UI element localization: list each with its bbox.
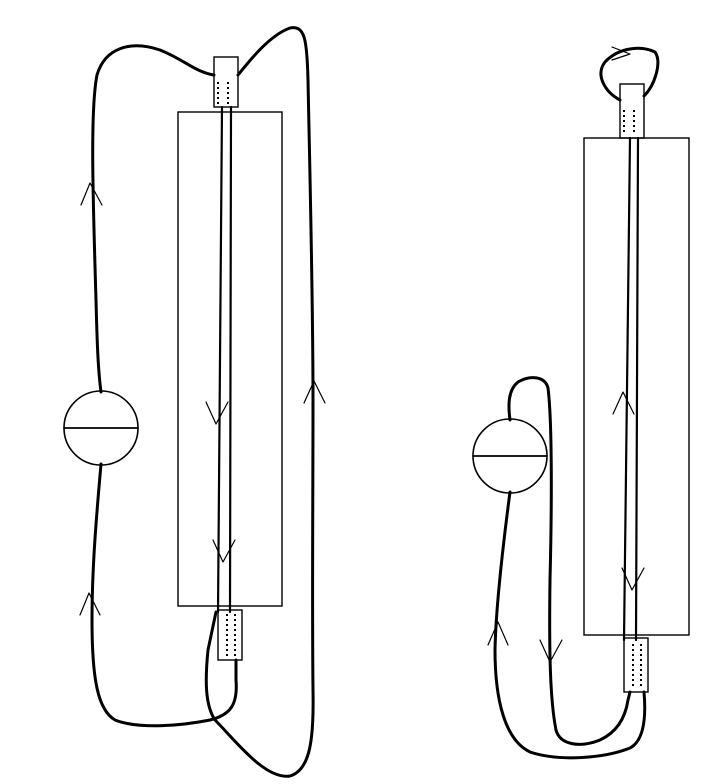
right-top-loop bbox=[599, 46, 660, 102]
right-circuit bbox=[472, 46, 690, 760]
chevron-arrow-icon bbox=[539, 639, 563, 663]
left-inner-rod-2 bbox=[228, 105, 233, 614]
chevron-arrow-icon bbox=[212, 539, 236, 563]
right-bottom-cylinder bbox=[623, 637, 649, 693]
right-loop-wire-lower bbox=[493, 490, 647, 760]
right-inner-rod-1 bbox=[622, 136, 632, 642]
right-top-cylinder bbox=[619, 83, 645, 139]
left-loop-wire-right bbox=[204, 26, 315, 778]
left-circuit bbox=[63, 26, 326, 778]
chevron-arrow-icon bbox=[205, 401, 229, 425]
chevron-arrow-icon bbox=[487, 621, 509, 646]
right-loop-wire-upper bbox=[507, 376, 632, 746]
left-loop-wire-lower bbox=[90, 462, 238, 728]
left-loop-wire-left bbox=[91, 44, 216, 394]
left-top-cylinder bbox=[213, 56, 239, 108]
left-meter bbox=[63, 390, 139, 466]
chevron-arrow-icon bbox=[79, 592, 101, 616]
chevron-arrow-icon bbox=[611, 46, 631, 61]
chevron-arrow-icon bbox=[80, 182, 103, 206]
chevron-arrow-icon bbox=[612, 391, 635, 415]
right-inner-rod-2 bbox=[634, 136, 640, 642]
left-inner-rod-1 bbox=[216, 105, 224, 614]
right-meter bbox=[472, 418, 548, 494]
chevron-arrow-icon bbox=[621, 567, 645, 591]
left-bottom-cylinder bbox=[217, 609, 243, 661]
chevron-arrow-icon bbox=[303, 380, 326, 404]
